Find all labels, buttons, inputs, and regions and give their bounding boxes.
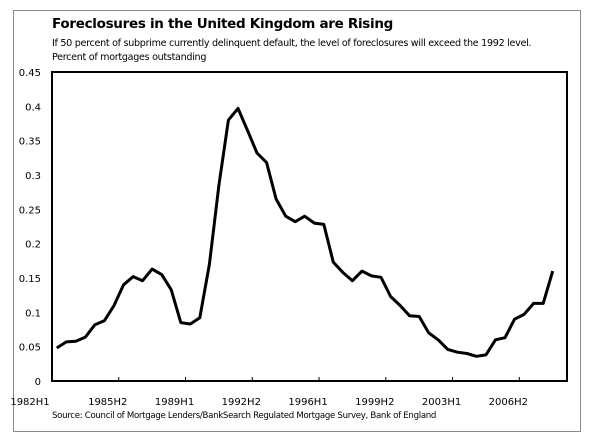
x-tick-label: 2003H1 [422, 397, 461, 408]
y-tick-label: 0.15 [19, 274, 41, 285]
y-tick-label: 0.1 [25, 308, 41, 319]
y-tick-label: 0 [35, 377, 41, 388]
y-tick-label: 0.45 [19, 68, 41, 79]
x-tick-label: 2006H2 [489, 397, 528, 408]
x-tick-label: 1999H2 [355, 397, 394, 408]
y-tick-label: 0.4 [25, 102, 41, 113]
chart-subtitle: If 50 percent of subprime currently deli… [52, 38, 532, 49]
y-tick-label: 0.35 [19, 137, 41, 148]
x-tick-label: 1982H1 [10, 397, 49, 408]
y-tick-label: 0.3 [25, 171, 41, 182]
y-tick-label: 0.2 [25, 240, 41, 251]
source-note: Source: Council of Mortgage Lenders/Bank… [52, 411, 437, 421]
x-tick-label: 1989H1 [155, 397, 194, 408]
chart-title: Foreclosures in the United Kingdom are R… [52, 16, 394, 32]
x-tick-label: 1996H1 [288, 397, 327, 408]
y-tick-label: 0.05 [19, 343, 41, 354]
x-tick-label: 1992H2 [222, 397, 261, 408]
x-tick-label: 1985H2 [88, 397, 127, 408]
plot-area [51, 71, 568, 382]
chart-frame [13, 10, 581, 432]
y-tick-label: 0.25 [19, 205, 41, 216]
y-axis-label: Percent of mortgages outstanding [52, 52, 207, 63]
series-line [55, 106, 555, 358]
